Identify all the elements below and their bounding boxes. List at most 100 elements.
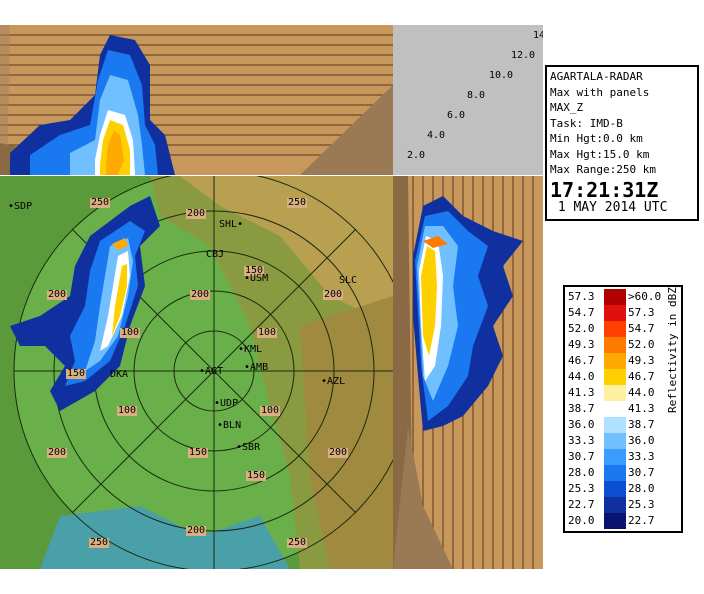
legend-row: 44.0 46.7 xyxy=(565,369,681,385)
legend-row: 57.3 >60.0 xyxy=(565,289,681,305)
side-cross-section-plot xyxy=(393,176,534,569)
legend-high-value: 33.3 xyxy=(628,450,655,463)
station-name: AGARTALA-RADAR xyxy=(550,70,643,83)
range-ring-label: 250 xyxy=(287,537,308,548)
legend-low-value: 33.3 xyxy=(568,434,595,447)
legend-low-value: 38.7 xyxy=(568,402,595,415)
height-scale-panel: 14.0 12.0 10.0 8.0 6.0 4.0 2.0 xyxy=(393,25,543,175)
legend-swatch xyxy=(604,401,626,417)
legend-high-value: 49.3 xyxy=(628,354,655,367)
height-scale-diagonal xyxy=(393,25,543,175)
legend-high-value: 25.3 xyxy=(628,498,655,511)
legend-row: 20.0 22.7 xyxy=(565,513,681,529)
legend-row: 54.7 57.3 xyxy=(565,305,681,321)
altitude-label: 12.0 xyxy=(511,50,536,61)
range-ring-label: 250 xyxy=(90,197,111,208)
range-ring-label: 100 xyxy=(260,405,281,416)
legend-low-value: 44.0 xyxy=(568,370,595,383)
top-cross-section-plot xyxy=(0,25,393,175)
legend-row: 52.0 54.7 xyxy=(565,321,681,337)
legend-swatch xyxy=(604,497,626,513)
range-ring-label: 200 xyxy=(328,447,349,458)
legend-swatch xyxy=(604,305,626,321)
altitude-label: 6.0 xyxy=(447,110,466,121)
range-ring-label: 200 xyxy=(190,289,211,300)
legend-high-value: 36.0 xyxy=(628,434,655,447)
legend-low-value: 49.3 xyxy=(568,338,595,351)
legend-high-value: 38.7 xyxy=(628,418,655,431)
range-ring-label: 200 xyxy=(47,289,68,300)
range-ring-label: 100 xyxy=(257,327,278,338)
radar-map-panel: 250 200 250 150 200 200 200 100 100 150 … xyxy=(0,176,393,569)
reflectivity-legend: 57.3 >60.0 54.7 57.3 52.0 54.7 49.3 52.0 46.7 49.… xyxy=(563,285,683,533)
legend-high-value: 22.7 xyxy=(628,514,655,527)
legend-high-value: >60.0 xyxy=(628,290,662,303)
city-label: •KML xyxy=(238,344,263,355)
altitude-label: 4.0 xyxy=(427,130,446,141)
legend-row: 49.3 52.0 xyxy=(565,337,681,353)
legend-low-value: 54.7 xyxy=(568,306,595,319)
legend-row: 28.0 30.7 xyxy=(565,465,681,481)
legend-high-value: 46.7 xyxy=(628,370,655,383)
legend-high-value: 41.3 xyxy=(628,402,655,415)
range-ring-label: 150 xyxy=(244,265,265,276)
legend-swatch xyxy=(604,353,626,369)
legend-low-value: 36.0 xyxy=(568,418,595,431)
city-label: •SDP xyxy=(8,201,33,212)
range-ring-label: 200 xyxy=(47,447,68,458)
legend-title: Reflectivity in dBZ xyxy=(666,287,679,413)
city-label: SLC xyxy=(339,275,358,286)
city-label: •AZL xyxy=(321,376,346,387)
legend-high-value: 30.7 xyxy=(628,466,655,479)
city-label: •BLN xyxy=(217,420,242,431)
range-ring-label: 150 xyxy=(66,368,87,379)
legend-swatch xyxy=(604,337,626,353)
legend-swatch xyxy=(604,481,626,497)
altitude-label: 10.0 xyxy=(489,70,514,81)
range-ring-label: 150 xyxy=(246,470,267,481)
legend-row: 36.0 38.7 xyxy=(565,417,681,433)
legend-swatch xyxy=(604,513,626,529)
legend-low-value: 41.3 xyxy=(568,386,595,399)
max-height: Max Hgt:15.0 km xyxy=(550,147,650,161)
legend-row: 41.3 44.0 xyxy=(565,385,681,401)
legend-row: 30.7 33.3 xyxy=(565,449,681,465)
legend-low-value: 52.0 xyxy=(568,322,595,335)
range-ring-label: 100 xyxy=(120,327,141,338)
legend-high-value: 54.7 xyxy=(628,322,655,335)
altitude-label: 8.0 xyxy=(467,90,486,101)
legend-swatch xyxy=(604,417,626,433)
legend-swatch xyxy=(604,465,626,481)
city-label: •AGT xyxy=(199,366,224,377)
legend-swatch xyxy=(604,369,626,385)
scan-date: 1 MAY 2014 UTC xyxy=(550,199,668,215)
range-ring-label: 100 xyxy=(117,405,138,416)
city-label: •SBR xyxy=(236,442,261,453)
legend-high-value: 52.0 xyxy=(628,338,655,351)
range-ring-label: 200 xyxy=(323,289,344,300)
scan-time: 17:21:31Z xyxy=(550,177,659,202)
city-label: •AMB xyxy=(244,362,269,373)
legend-row: 38.7 41.3 xyxy=(565,401,681,417)
altitude-label: 2.0 xyxy=(407,150,426,161)
legend-low-value: 30.7 xyxy=(568,450,595,463)
field-name: MAX_Z xyxy=(550,101,584,114)
city-label: •USM xyxy=(244,273,269,284)
legend-low-value: 25.3 xyxy=(568,482,595,495)
legend-low-value: 28.0 xyxy=(568,466,595,479)
city-label: CBJ xyxy=(206,249,225,260)
legend-swatch xyxy=(604,385,626,401)
legend-high-value: 57.3 xyxy=(628,306,655,319)
min-height: Min Hgt:0.0 km xyxy=(550,132,643,145)
max-range: Max Range:250 km xyxy=(550,163,656,176)
legend-low-value: 22.7 xyxy=(568,498,595,511)
range-ring-label: 200 xyxy=(186,525,207,536)
legend-low-value: 57.3 xyxy=(568,290,595,303)
legend-row: 46.7 49.3 xyxy=(565,353,681,369)
radar-map-plot xyxy=(0,176,393,569)
radar-info-box: AGARTALA-RADAR Max with panels MAX_Z Tas… xyxy=(545,65,699,221)
legend-swatch xyxy=(604,433,626,449)
city-label: •UDP xyxy=(214,398,239,409)
legend-row: 22.7 25.3 xyxy=(565,497,681,513)
legend-low-value: 46.7 xyxy=(568,354,595,367)
